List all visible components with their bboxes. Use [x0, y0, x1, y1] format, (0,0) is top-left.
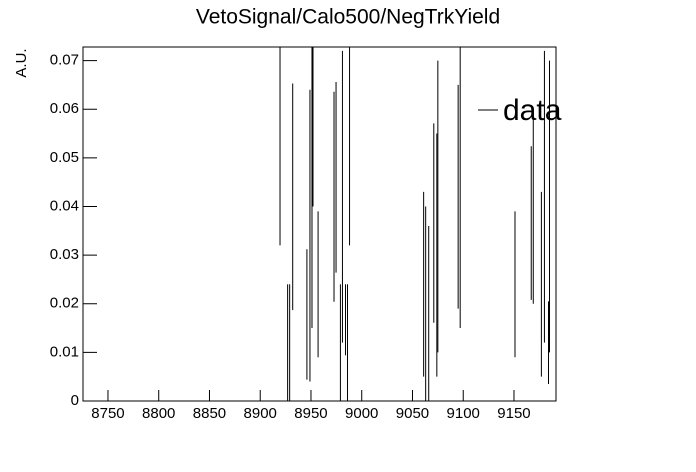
y-tick-label: 0.04: [50, 197, 79, 214]
x-tick-label: 8750: [91, 405, 124, 422]
legend-label: data: [503, 94, 562, 127]
y-tick-label: 0.02: [50, 295, 79, 312]
x-tick-label: 9050: [396, 405, 429, 422]
y-tick-label: 0.05: [50, 149, 79, 166]
x-tick-label: 9000: [345, 405, 378, 422]
x-tick-label: 8850: [193, 405, 226, 422]
x-tick-label: 8950: [294, 405, 327, 422]
y-tick-label: 0.07: [50, 52, 79, 69]
y-tick-label: 0.01: [50, 343, 79, 360]
x-tick-label: 8800: [142, 405, 175, 422]
y-tick-label: 0.06: [50, 100, 79, 117]
y-tick-label: 0: [71, 392, 79, 409]
x-tick-label: 8900: [244, 405, 277, 422]
y-axis-label: A.U.: [13, 48, 30, 77]
x-tick-label: 9100: [447, 405, 480, 422]
y-tick-label: 0.03: [50, 246, 79, 263]
plot-frame: [82, 46, 557, 402]
x-tick-label: 9150: [497, 405, 530, 422]
chart-title: VetoSignal/Calo500/NegTrkYield: [196, 6, 500, 29]
